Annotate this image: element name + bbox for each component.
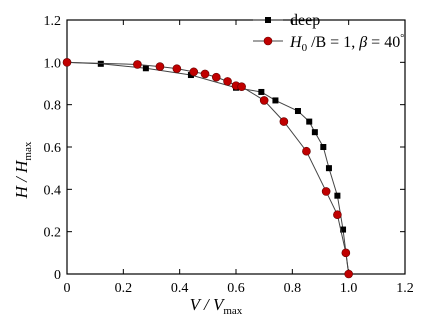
data-point — [321, 187, 331, 196]
data-point — [320, 144, 327, 150]
x-tick-label: 0.8 — [284, 281, 302, 296]
data-point — [341, 248, 351, 258]
plot-frame — [66, 19, 406, 275]
data-point — [211, 72, 221, 82]
y-tick-label: 0.6 — [44, 141, 62, 156]
data-point — [133, 60, 142, 69]
data-point — [302, 146, 311, 156]
y-axis-label-sub: max — [22, 141, 34, 160]
data-point — [272, 97, 279, 104]
series-line — [66, 61, 350, 275]
data-point — [340, 226, 347, 233]
data-point — [334, 192, 341, 199]
legend-entry-h0b: H0 /B = 1, β = 40° — [253, 33, 404, 54]
data-point — [200, 69, 210, 79]
data-point — [189, 67, 199, 77]
y-tick-label: 0.2 — [44, 226, 62, 241]
x-tick-label: 0.4 — [171, 281, 189, 296]
series-0 — [64, 59, 352, 277]
y-tick-label: 1.0 — [44, 56, 62, 71]
x-tick-label: 1.2 — [396, 281, 414, 296]
data-point — [155, 62, 165, 71]
data-point — [62, 58, 72, 67]
data-point — [237, 82, 246, 91]
data-point — [333, 210, 342, 220]
data-point — [279, 117, 289, 126]
legend-marker-circle — [263, 36, 273, 46]
data-point — [172, 64, 182, 73]
data-point — [259, 96, 269, 105]
data-point — [325, 165, 332, 172]
x-axis-label: V / Vmax — [190, 295, 243, 317]
data-point — [306, 118, 313, 125]
legend: deep H0 /B = 1, β = 40° — [253, 12, 404, 54]
series-line — [66, 61, 350, 275]
x-axis-label-sub: max — [223, 305, 242, 317]
series-1 — [62, 58, 353, 279]
x-tick-label: 1.0 — [340, 281, 358, 296]
y-tick-label: 0 — [54, 268, 61, 283]
y-tick-label: 1.2 — [44, 14, 62, 29]
legend-entry-deep: deep — [253, 12, 320, 29]
x-tick-label: 0.6 — [227, 281, 245, 296]
data-point — [294, 108, 301, 115]
axes: 0 0.2 0.4 0.6 0.8 1.0 1.2 0 0.2 0.4 0.6 0.8 1.0 1.2 — [44, 14, 414, 296]
data-point — [142, 65, 149, 72]
y-axis-label: H / Hmax — [12, 141, 34, 199]
data-point — [344, 269, 353, 279]
data-point — [223, 77, 232, 86]
y-tick-label: 0.8 — [44, 99, 62, 114]
data-point — [258, 88, 265, 95]
series-layer — [62, 58, 353, 279]
legend-label-deep: deep — [290, 12, 320, 29]
x-tick-label: 0.2 — [115, 281, 133, 296]
y-tick-label: 0.4 — [44, 183, 62, 198]
x-tick-label: 0 — [64, 281, 71, 296]
legend-marker-square — [265, 17, 271, 23]
legend-label-h0b: H0 /B = 1, β = 40° — [289, 33, 404, 54]
data-point — [311, 129, 318, 136]
